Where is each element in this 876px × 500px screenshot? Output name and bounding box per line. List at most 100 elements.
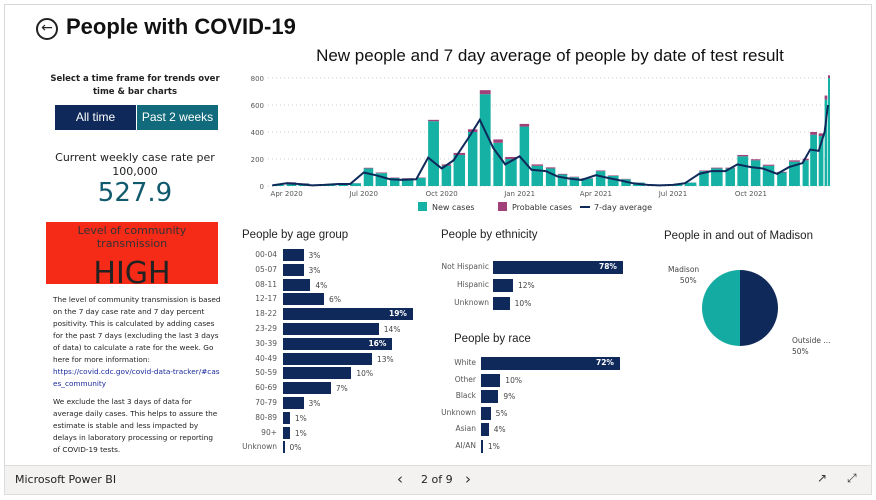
x-tick-label: Jul 2021	[658, 190, 688, 198]
bar[interactable]	[481, 440, 483, 453]
probable-cases-bar	[375, 172, 388, 174]
bar-category-label: 23-29	[255, 324, 277, 333]
pie-value: 50%	[679, 276, 697, 285]
share-icon[interactable]: ↗	[817, 471, 828, 485]
bar[interactable]	[283, 293, 325, 306]
new-cases-bar	[824, 99, 828, 186]
bar-value-label: 0%	[289, 443, 302, 453]
x-tick-label: Apr 2020	[271, 190, 303, 198]
probable-cases-bar	[363, 167, 374, 169]
bar-value-label: 6%	[329, 295, 341, 305]
new-cases-bar	[505, 159, 517, 186]
new-cases-bar	[363, 168, 374, 186]
bar-value-label: 7%	[335, 384, 348, 394]
new-cases-bar	[810, 134, 817, 186]
transmission-label: Level of community transmission	[77, 224, 187, 250]
timeframe-prompt: Select a time frame for trends over time…	[50, 74, 220, 97]
bar-value-label: 4%	[493, 425, 506, 435]
bar-category-label: Other	[454, 374, 476, 384]
back-arrow-icon[interactable]: ←	[36, 18, 58, 40]
bar[interactable]	[493, 279, 513, 292]
probable-cases-bar	[762, 164, 775, 166]
bar[interactable]	[283, 337, 393, 350]
bar[interactable]	[481, 406, 491, 420]
new-cases-bar	[519, 126, 530, 186]
next-page-icon[interactable]: ›	[465, 470, 471, 488]
prev-page-icon[interactable]: ‹	[397, 470, 403, 488]
legend-label: New cases	[432, 203, 475, 212]
info-text: The level of community transmission is b…	[53, 295, 221, 364]
pie-slice-outside[interactable]	[702, 270, 740, 346]
probable-cases-bar	[595, 170, 606, 172]
transmission-card: Level of community transmission HIGH	[46, 222, 218, 291]
bar[interactable]	[283, 323, 379, 335]
probable-cases-bar	[505, 156, 517, 159]
probable-cases-bar	[493, 139, 503, 143]
new-cases-bar	[802, 160, 809, 186]
bar[interactable]	[283, 411, 290, 424]
bar-category-label: 40-49	[255, 353, 277, 363]
new-cases-bar	[750, 160, 761, 186]
bar[interactable]	[283, 426, 290, 439]
bar[interactable]	[481, 357, 620, 370]
pie-slice-madison[interactable]	[740, 270, 778, 346]
bar[interactable]	[283, 352, 372, 365]
legend-label: Probable cases	[512, 203, 572, 212]
bar[interactable]	[283, 441, 285, 454]
pie-label-outside: Outside ... 50%	[792, 335, 831, 357]
app-name: Microsoft Power BI	[15, 473, 117, 486]
past-2-weeks-button[interactable]: Past 2 weeks	[137, 105, 218, 130]
bar-value-label: 13%	[376, 354, 394, 364]
new-cases-bar	[789, 161, 800, 186]
probable-cases-bar	[453, 152, 466, 155]
footer-bar: Microsoft Power BI ‹ 2 of 9 › ↗ ⤢	[4, 465, 872, 495]
bar-value-label: 19%	[389, 309, 407, 319]
exclusion-note: We exclude the last 3 days of data for a…	[53, 397, 218, 454]
bar-value-label: 72%	[596, 358, 614, 367]
bar-value-label: 3%	[308, 251, 321, 260]
new-cases-bar	[350, 183, 362, 186]
pie-label-madison: Madison 50%	[668, 264, 699, 286]
probable-cases-bar	[750, 159, 761, 161]
bar[interactable]	[283, 278, 311, 291]
new-cases-bar	[401, 178, 414, 186]
bar-category-label: 50-59	[255, 368, 277, 378]
probable-cases-bar	[737, 154, 749, 157]
bar[interactable]	[283, 382, 331, 395]
y-tick-label: 0	[260, 183, 264, 191]
bar[interactable]	[283, 308, 413, 321]
bar-category-label: Asian	[455, 424, 476, 434]
x-tick-label: Oct 2021	[735, 190, 767, 198]
bar-value-label: 1%	[294, 428, 307, 438]
probable-cases-bar	[818, 133, 824, 137]
bar[interactable]	[481, 390, 499, 404]
bar[interactable]	[481, 373, 501, 387]
probable-cases-bar	[789, 160, 800, 162]
probable-cases-bar	[479, 90, 491, 95]
bar[interactable]	[283, 367, 352, 380]
bar-category-label: White	[454, 358, 476, 367]
bar[interactable]	[283, 397, 304, 409]
bar[interactable]	[283, 263, 304, 276]
bar[interactable]	[493, 297, 510, 310]
new-cases-bar	[453, 154, 466, 186]
new-cases-bar	[607, 175, 619, 186]
new-cases-bar	[762, 165, 775, 186]
bar-value-label: 10%	[356, 369, 374, 379]
probable-cases-bar	[699, 170, 709, 172]
bar[interactable]	[283, 249, 304, 261]
case-rate-label: Current weekly case rate per 100,000	[55, 151, 215, 178]
new-cases-bar	[428, 121, 439, 186]
all-time-button[interactable]: All time	[55, 105, 136, 130]
cdc-link[interactable]: https://covid.cdc.gov/covid-data-tracker…	[53, 367, 220, 388]
bar-category-label: 18-22	[255, 309, 277, 319]
bar[interactable]	[493, 261, 623, 274]
fullscreen-icon[interactable]: ⤢	[847, 471, 857, 485]
bar[interactable]	[481, 423, 489, 437]
probable-cases-bar	[824, 95, 828, 100]
probable-cases-bar	[545, 167, 556, 169]
new-cases-bar	[818, 136, 824, 186]
y-tick-label: 600	[251, 102, 264, 110]
bar-category-label: Hispanic	[457, 280, 489, 289]
probable-cases-bar	[428, 119, 439, 122]
